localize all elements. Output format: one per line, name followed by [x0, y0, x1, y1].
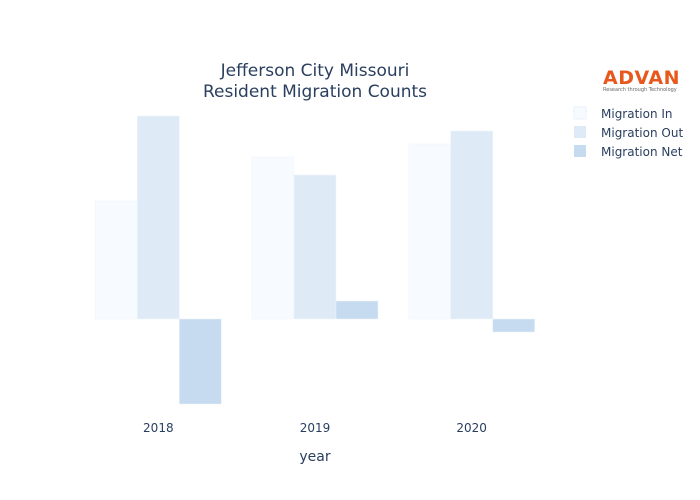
bar-migration-net-2018[interactable] — [179, 318, 222, 405]
legend-label-migration-in: Migration In — [601, 107, 673, 121]
legend-label-migration-out: Migration Out — [601, 126, 683, 140]
legend-swatch-migration-net — [574, 145, 586, 157]
x-tick-2018: 2018 — [143, 421, 174, 435]
chart-title-line-2: Resident Migration Counts — [203, 82, 427, 102]
chart-title-line-1: Jefferson City Missouri — [220, 61, 410, 81]
bar-migration-out-2019[interactable] — [293, 174, 337, 320]
legend-item-migration-net[interactable]: Migration Net — [574, 145, 683, 159]
bar-migration-out-2020[interactable] — [450, 130, 493, 320]
bar-migration-in-2018[interactable] — [95, 200, 138, 320]
advan-logo-tagline: Research through Technology — [603, 87, 677, 93]
bar-migration-in-2020[interactable] — [408, 143, 451, 320]
advan-logo-wordmark: ADVAN — [603, 67, 680, 89]
legend-swatch-migration-in — [573, 106, 587, 120]
legend-label-migration-net: Migration Net — [601, 145, 683, 159]
bar-migration-net-2020[interactable] — [492, 318, 535, 333]
legend-item-migration-in[interactable]: Migration In — [573, 106, 673, 121]
advan-logo: ADVAN Research through Technology — [603, 67, 680, 93]
bar-migration-net-2019[interactable] — [335, 300, 379, 320]
legend: Migration In Migration Out Migration Net — [573, 106, 683, 159]
legend-item-migration-out[interactable]: Migration Out — [574, 126, 683, 140]
x-tick-labels: 2018 2019 2020 — [143, 421, 487, 435]
x-tick-2019: 2019 — [300, 421, 331, 435]
bar-migration-in-2019[interactable] — [251, 156, 295, 320]
bar-migration-out-2018[interactable] — [137, 115, 180, 320]
bars-layer — [95, 115, 535, 405]
legend-swatch-migration-out — [574, 126, 586, 138]
x-tick-2020: 2020 — [456, 421, 487, 435]
x-axis-title: year — [299, 449, 330, 465]
